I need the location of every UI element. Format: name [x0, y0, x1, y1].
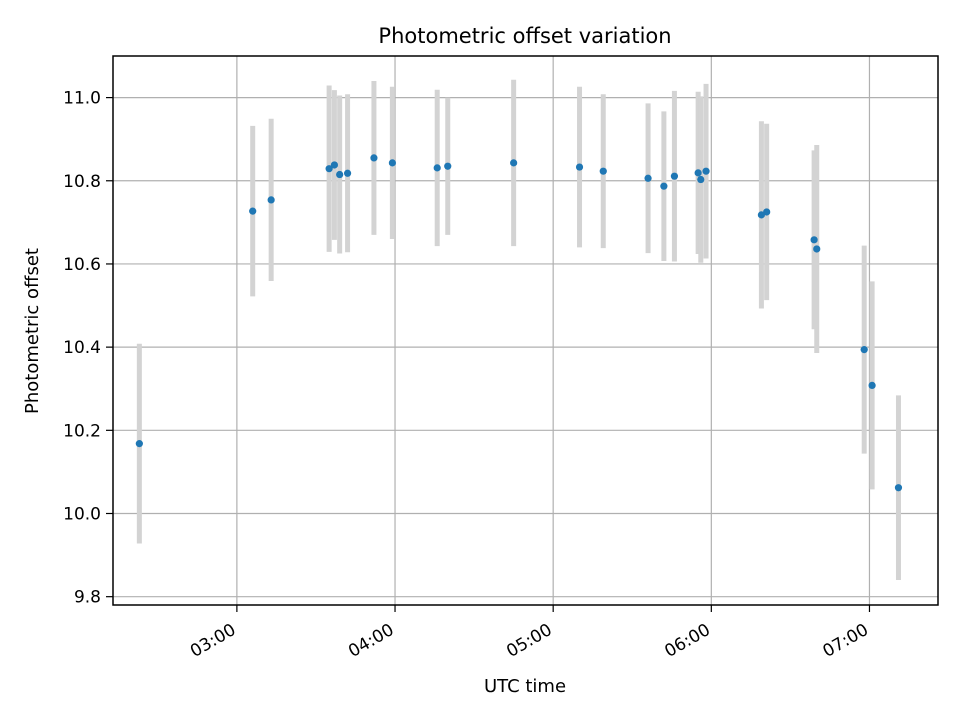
- y-tick-label: 10.6: [63, 255, 101, 275]
- error-bars: [136, 79, 901, 581]
- y-tick-label: 10.0: [63, 505, 101, 525]
- data-point: [670, 172, 679, 180]
- data-point: [267, 196, 275, 204]
- y-tick-label: 11.0: [63, 89, 101, 109]
- data-point: [599, 167, 607, 175]
- data-point: [343, 169, 352, 177]
- chart-title: Photometric offset variation: [378, 24, 671, 48]
- x-tick-label: 05:00: [503, 620, 555, 662]
- data-point: [697, 175, 705, 184]
- x-tick-label: 03:00: [187, 620, 239, 662]
- data-point: [336, 170, 344, 179]
- data-point: [763, 208, 771, 216]
- x-tick-label: 06:00: [661, 620, 713, 662]
- x-tick-label: 07:00: [820, 620, 872, 662]
- data-point: [757, 211, 766, 219]
- y-axis-label: Photometric offset: [22, 248, 43, 414]
- data-point: [810, 236, 818, 244]
- data-point: [249, 207, 257, 215]
- data-point: [370, 154, 378, 162]
- data-point: [860, 346, 868, 354]
- data-point: [575, 163, 584, 171]
- data-point: [894, 484, 903, 492]
- data-point: [702, 167, 710, 175]
- axis-ticks: 03:00 04:00 05:00 06:00 07:00 9.8 10.0 10.2 10.4…: [63, 89, 872, 662]
- plot-area-frame: [112, 55, 939, 606]
- grid-lines: [113, 56, 938, 605]
- data-point: [868, 381, 876, 389]
- data-point: [510, 159, 518, 167]
- x-tick-label: 04:00: [345, 620, 397, 662]
- y-tick-label: 10.4: [63, 338, 101, 358]
- data-point: [325, 165, 333, 173]
- data-point: [135, 440, 143, 448]
- data-point: [388, 159, 396, 167]
- data-points: [135, 154, 903, 492]
- y-tick-label: 10.8: [63, 172, 101, 192]
- y-tick-label: 10.2: [63, 421, 101, 441]
- x-axis-label: UTC time: [484, 676, 566, 697]
- data-point: [433, 164, 441, 172]
- data-point: [644, 174, 652, 182]
- data-point: [660, 182, 668, 190]
- y-tick-label: 9.8: [74, 588, 101, 608]
- data-point: [444, 162, 452, 170]
- data-point: [694, 169, 702, 177]
- data-point: [813, 245, 821, 253]
- data-point: [330, 161, 339, 169]
